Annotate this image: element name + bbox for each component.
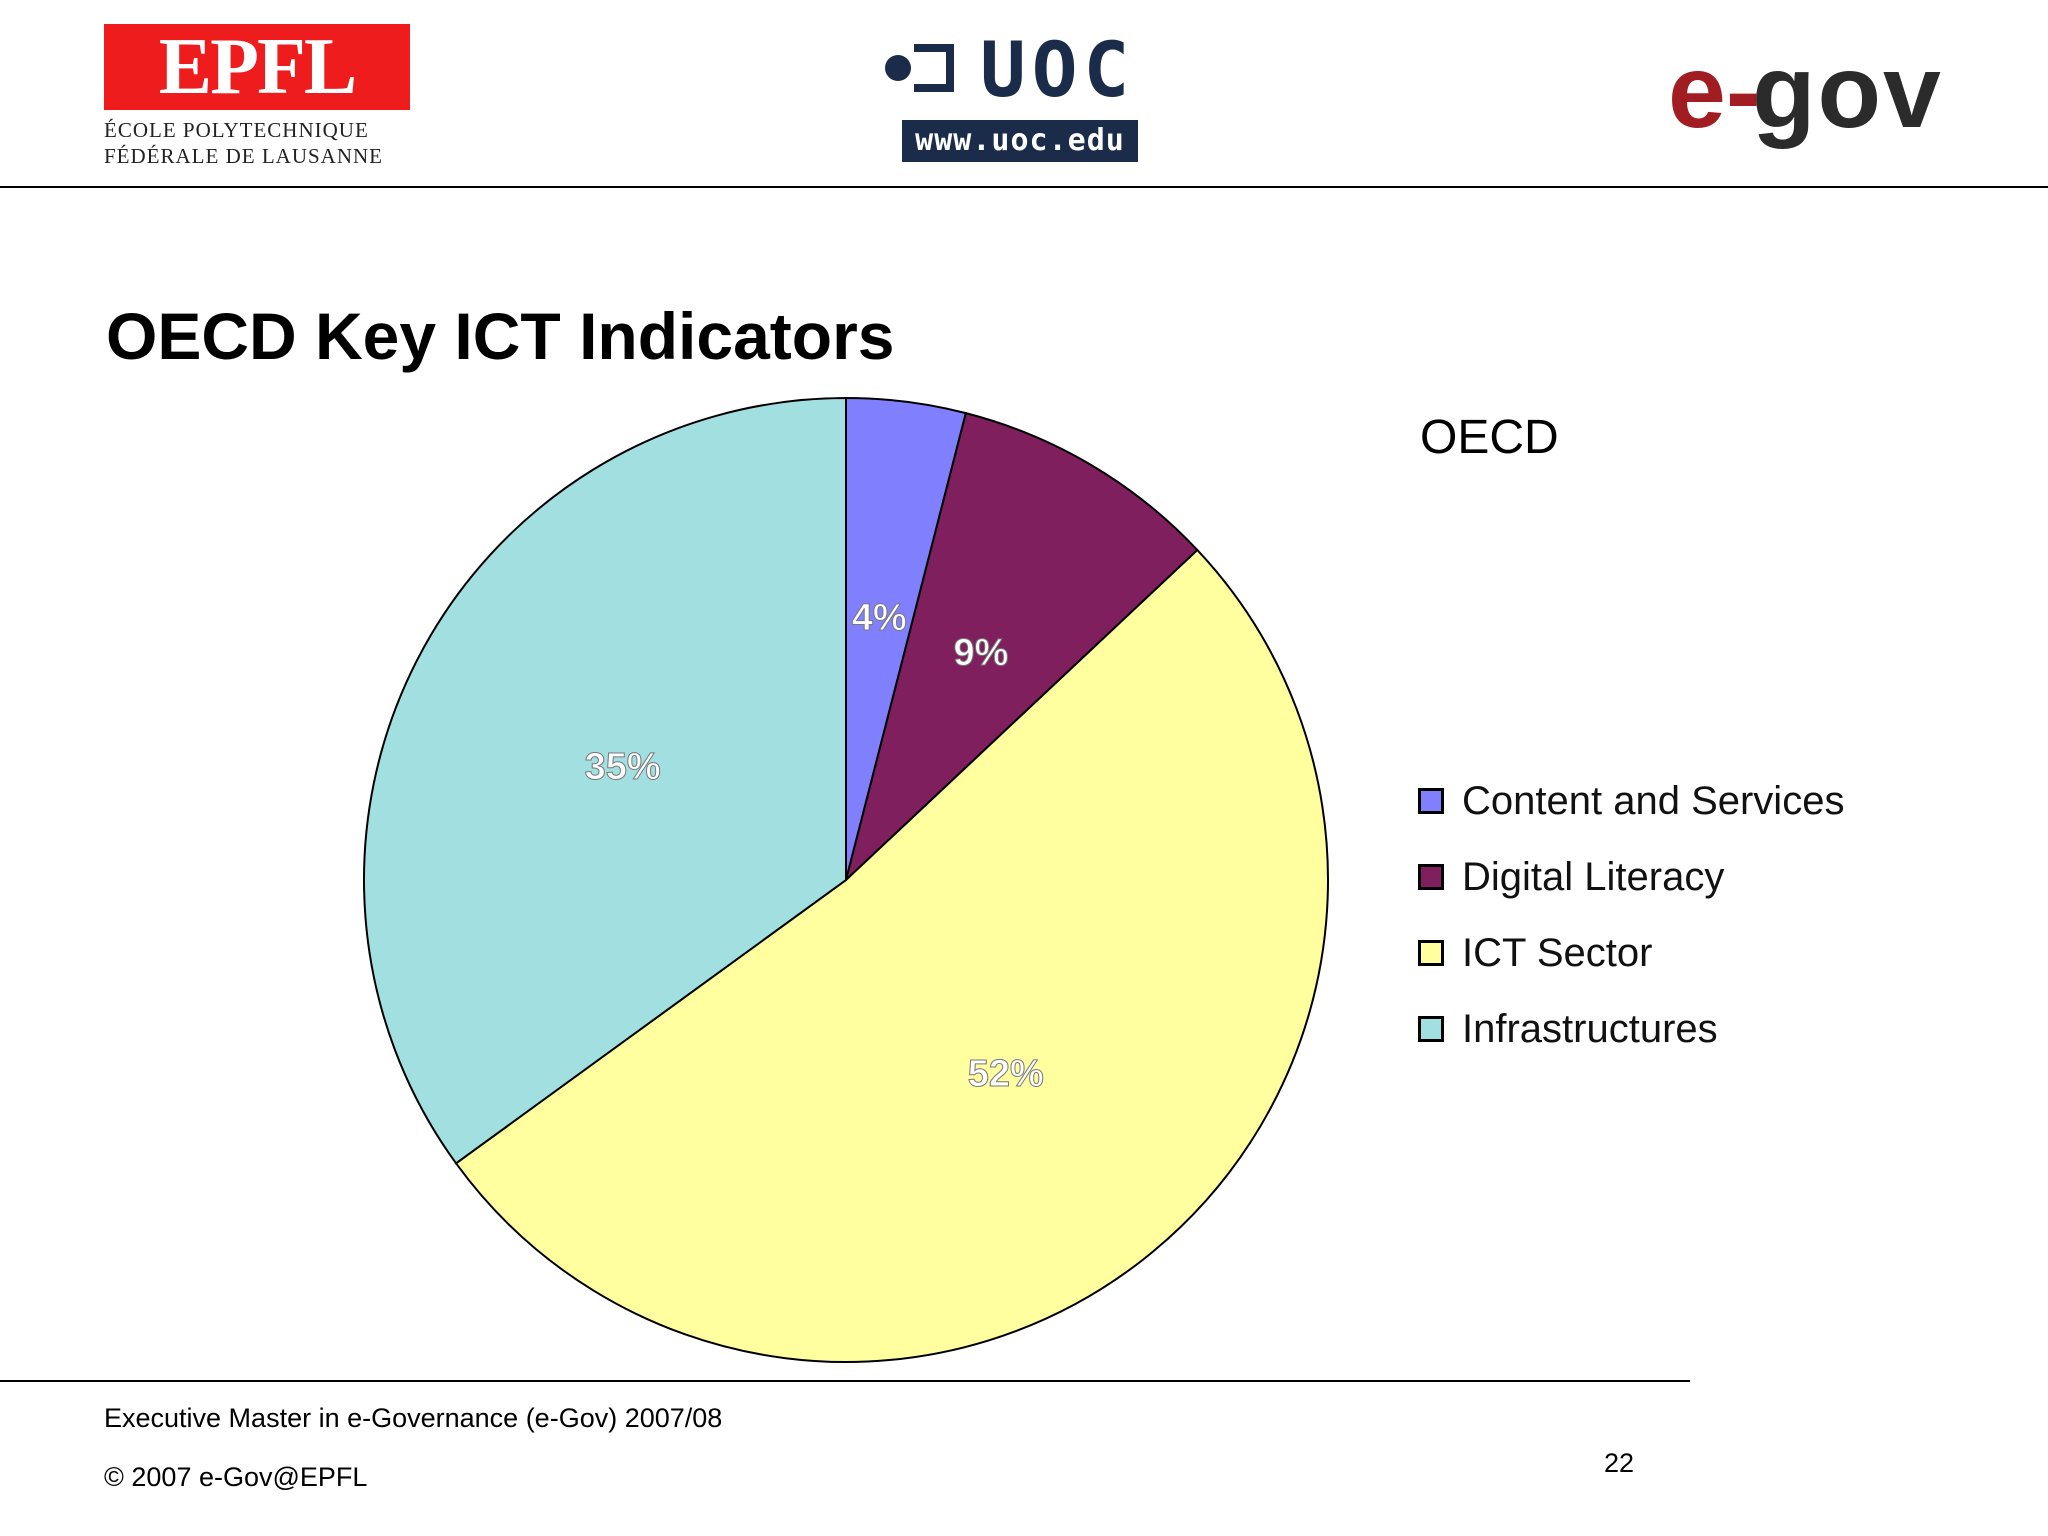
legend-swatch [1418,940,1444,966]
page-number: 22 [1604,1448,1635,1478]
pie-slice-infrastructures [363,396,847,1165]
footer-copyright: © 2007 e-Gov@EPFL [104,1462,368,1492]
header: EPFL ÉCOLE POLYTECHNIQUE FÉDÉRALE DE LAU… [0,0,2048,188]
slide-title: OECD Key ICT Indicators [106,299,895,373]
epfl-logo-line1: ÉCOLE POLYTECHNIQUE [104,118,369,142]
egov-logo-gov: gov [1752,34,1943,150]
pie-slice-ict-sector [454,548,1330,1364]
epfl-logo-line2: FÉDÉRALE DE LAUSANNE [104,144,383,168]
footer-divider [0,1380,1690,1382]
legend-swatch [1418,864,1444,890]
legend-label: Content and Services [1462,779,1845,823]
pie-label-digital-literacy: 9% [953,632,1008,674]
chart-legend: Content and Services Digital Literacy ICT … [1416,776,1976,1080]
legend-item-ict-sector: ICT Sector [1416,928,1976,1004]
pie-label-content-and-services: 4% [852,597,907,639]
legend-swatch [1418,1016,1444,1042]
pie-slice-digital-literacy [844,411,1199,884]
pie-slices [363,396,1330,1364]
egov-logo: e- gov [1668,32,1998,162]
uoc-logo-url: www.uoc.edu [902,120,1138,162]
epfl-logo-block [104,24,410,110]
legend-item-digital-literacy: Digital Literacy [1416,852,1976,928]
footer-program: Executive Master in e-Governance (e-Gov)… [104,1403,723,1433]
header-divider [0,186,2048,188]
legend-label: Infrastructures [1462,1007,1718,1051]
pie-label-infrastructures: 35% [585,746,661,788]
legend-item-content-and-services: Content and Services [1416,776,1976,852]
egov-logo-e: e- [1668,34,1761,150]
legend-label: Digital Literacy [1462,855,1725,899]
uoc-logo: UOC www.uoc.edu [884,30,1144,166]
legend-label: ICT Sector [1462,931,1653,975]
uoc-icon [885,44,954,92]
legend-item-infrastructures: Infrastructures [1416,1004,1976,1080]
legend-swatch [1418,788,1444,814]
pie-labels: 4% 9% 52% 35% [584,596,1044,1095]
uoc-logo-text: UOC [980,25,1136,114]
chart-title: OECD [1420,411,1559,464]
pie-label-ict-sector: 52% [968,1053,1044,1095]
epfl-logo: EPFL ÉCOLE POLYTECHNIQUE FÉDÉRALE DE LAU… [104,24,414,174]
epfl-logo-mark: EPFL [158,23,357,111]
